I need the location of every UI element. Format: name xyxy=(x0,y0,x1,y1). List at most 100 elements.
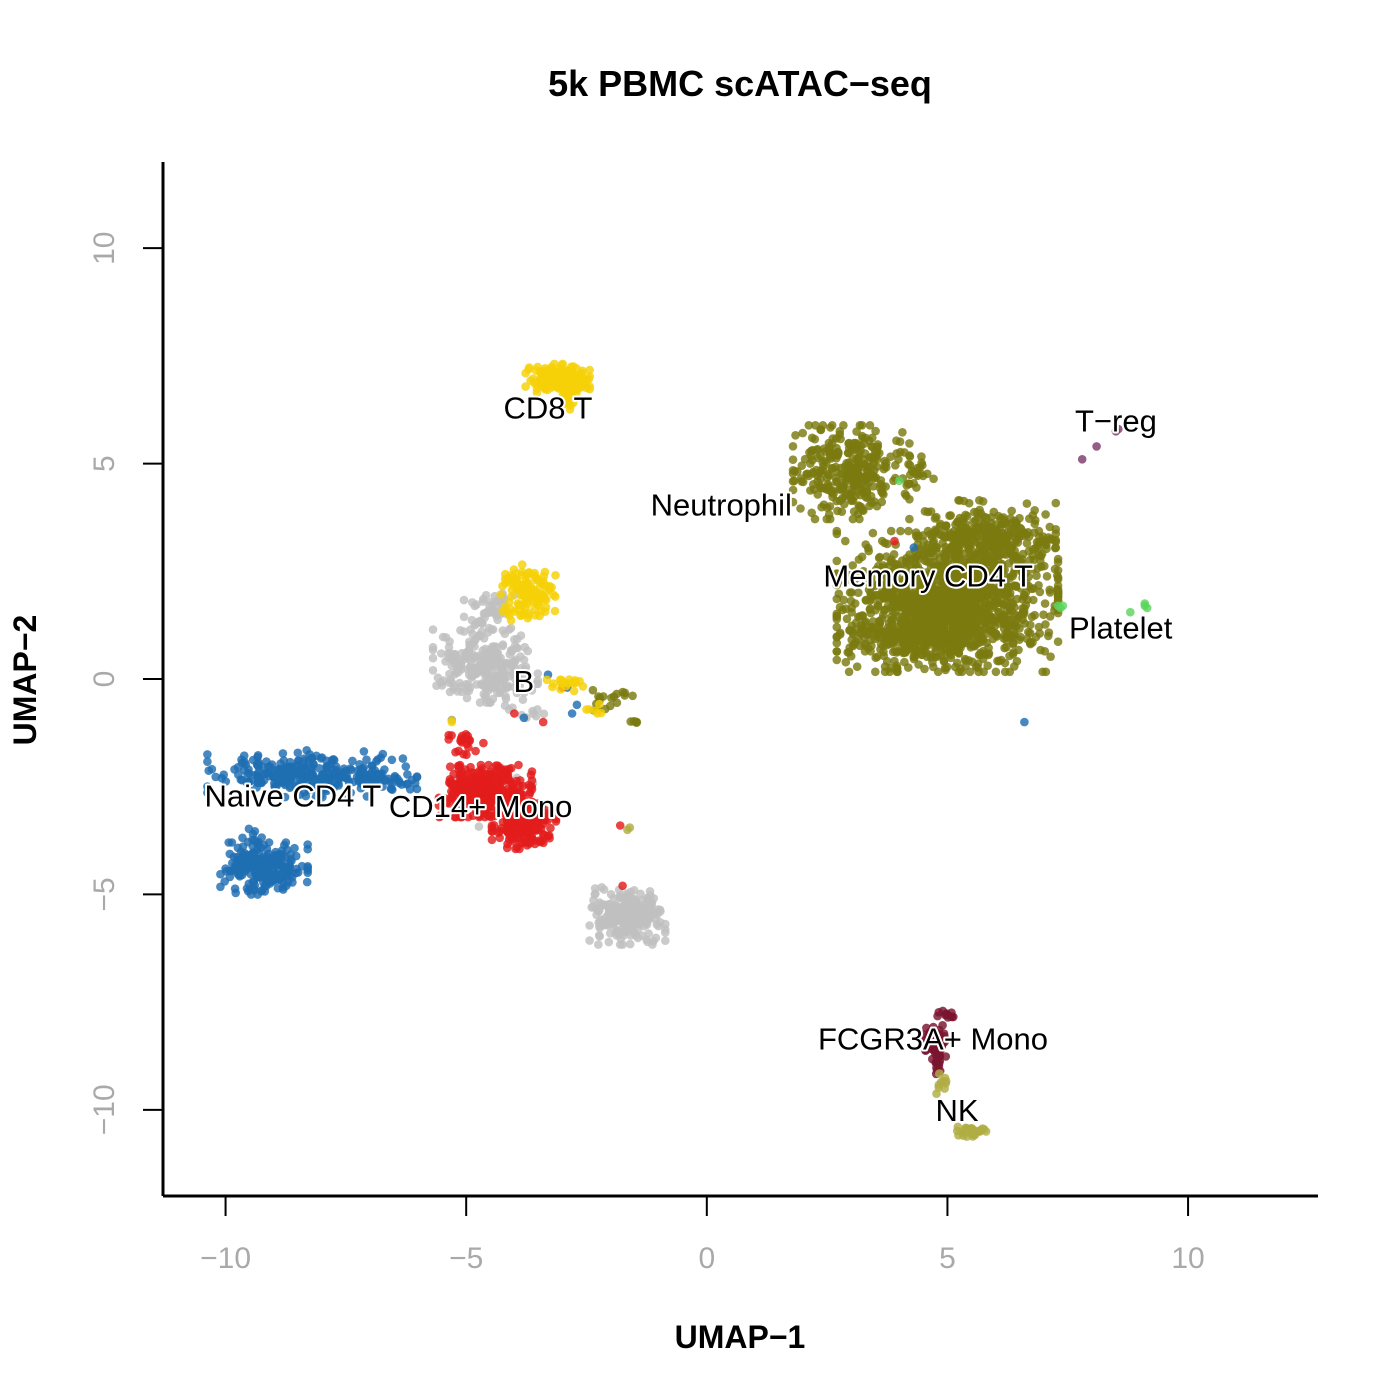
point-neutrophil xyxy=(868,433,877,443)
point-memory-cd4-t xyxy=(1018,559,1027,568)
point-cd14-mono xyxy=(460,780,469,790)
point-memory-cd4-t xyxy=(969,640,979,650)
point-memory-cd4-t xyxy=(865,604,875,613)
point-memory-cd4-t xyxy=(941,649,951,659)
point-memory-cd4-t xyxy=(864,578,874,588)
point-memory-cd4-t xyxy=(903,570,912,580)
point-memory-cd4-t xyxy=(968,530,978,539)
point-b xyxy=(648,940,657,949)
point-memory-cd4-t xyxy=(993,598,1003,608)
point-memory-cd4-t xyxy=(904,663,913,672)
point-memory-cd4-t xyxy=(1002,643,1011,652)
point-naive-cd4-t xyxy=(401,762,411,771)
point-unlabeled xyxy=(503,574,512,583)
point-memory-cd4-t xyxy=(1030,506,1039,515)
point-b xyxy=(616,893,625,903)
point-memory-cd4-t xyxy=(1027,612,1037,622)
point-memory-cd4-t xyxy=(1005,530,1014,540)
point-neutrophil xyxy=(878,488,887,498)
point-b xyxy=(436,678,446,687)
point-b xyxy=(479,594,488,604)
point-memory-cd4-t xyxy=(1022,539,1032,548)
point-b xyxy=(459,627,469,636)
point-neutrophil xyxy=(905,495,914,504)
point-memory-cd4-t xyxy=(960,588,970,597)
point-cd14-mono xyxy=(527,834,537,844)
point-b xyxy=(518,695,528,704)
point-memory-cd4-t xyxy=(628,691,637,701)
point-memory-cd4-t xyxy=(599,692,608,701)
point-memory-cd4-t xyxy=(868,528,878,538)
point-naive-cd4-t xyxy=(302,746,312,755)
point-memory-cd4-t xyxy=(911,569,921,578)
point-memory-cd4-t xyxy=(957,667,967,677)
point-naive-cd4-t xyxy=(264,857,273,867)
point-neutrophil xyxy=(788,485,798,495)
point-memory-cd4-t xyxy=(1042,540,1051,550)
point-cd8-t xyxy=(569,398,578,408)
point-neutrophil xyxy=(865,421,875,430)
point-memory-cd4-t xyxy=(1022,530,1032,539)
point-unlabeled xyxy=(569,686,579,696)
point-cd14-mono xyxy=(460,772,469,782)
point-memory-cd4-t xyxy=(1005,651,1014,661)
point-memory-cd4-t xyxy=(953,561,962,571)
point-cd14-mono xyxy=(514,760,523,770)
point-neutrophil xyxy=(824,471,834,480)
point-neutrophil xyxy=(844,466,853,475)
point-naive-cd4-t xyxy=(291,868,301,878)
point-b xyxy=(631,931,641,940)
point-b xyxy=(475,698,485,707)
point-cd8-t xyxy=(581,380,590,389)
point-memory-cd4-t xyxy=(871,565,881,574)
point-memory-cd4-t xyxy=(974,550,983,560)
point-memory-cd4-t xyxy=(982,629,991,638)
point-b xyxy=(453,687,463,696)
point-cd14-mono xyxy=(479,771,489,780)
point-neutrophil xyxy=(828,434,838,443)
point-memory-cd4-t xyxy=(999,616,1008,625)
point-b xyxy=(510,674,520,684)
point-memory-cd4-t xyxy=(959,631,968,641)
point-cd14-mono xyxy=(618,881,627,891)
point-naive-cd4-t xyxy=(271,847,281,857)
point-memory-cd4-t xyxy=(981,618,990,628)
point-memory-cd4-t xyxy=(868,591,877,601)
point-memory-cd4-t xyxy=(887,621,897,630)
point-naive-cd4-t xyxy=(329,755,338,764)
point-memory-cd4-t xyxy=(975,523,984,532)
point-fcgr3a-mono xyxy=(938,1006,948,1016)
point-unlabeled xyxy=(551,592,560,601)
point-neutrophil xyxy=(894,455,903,464)
point-naive-cd4-t xyxy=(1020,717,1029,727)
point-platelet xyxy=(895,476,904,486)
cluster-label-memory-cd4-t: Memory CD4 T xyxy=(823,559,1033,594)
point-b xyxy=(531,711,541,721)
point-memory-cd4-t xyxy=(832,529,842,539)
point-memory-cd4-t xyxy=(979,608,989,618)
point-memory-cd4-t xyxy=(902,608,911,618)
point-unlabeled xyxy=(512,578,521,587)
point-naive-cd4-t xyxy=(232,853,242,862)
point-naive-cd4-t xyxy=(216,882,225,892)
point-memory-cd4-t xyxy=(1018,607,1028,617)
point-unlabeled xyxy=(530,592,540,601)
point-memory-cd4-t xyxy=(994,608,1003,617)
point-memory-cd4-t xyxy=(1032,537,1042,547)
point-memory-cd4-t xyxy=(918,531,928,540)
point-memory-cd4-t xyxy=(848,561,857,570)
point-memory-cd4-t xyxy=(920,664,929,674)
point-neutrophil xyxy=(876,476,886,485)
point-neutrophil xyxy=(807,508,816,518)
point-cd14-mono xyxy=(546,823,555,833)
point-b xyxy=(500,683,510,693)
point-memory-cd4-t xyxy=(975,496,984,505)
point-neutrophil xyxy=(829,489,838,499)
point-memory-cd4-t xyxy=(841,536,850,546)
point-cd8-t xyxy=(569,374,578,384)
point-naive-cd4-t xyxy=(273,866,283,876)
point-memory-cd4-t xyxy=(995,562,1004,572)
point-neutrophil xyxy=(806,486,815,495)
point-memory-cd4-t xyxy=(947,632,957,641)
point-memory-cd4-t xyxy=(909,603,919,613)
